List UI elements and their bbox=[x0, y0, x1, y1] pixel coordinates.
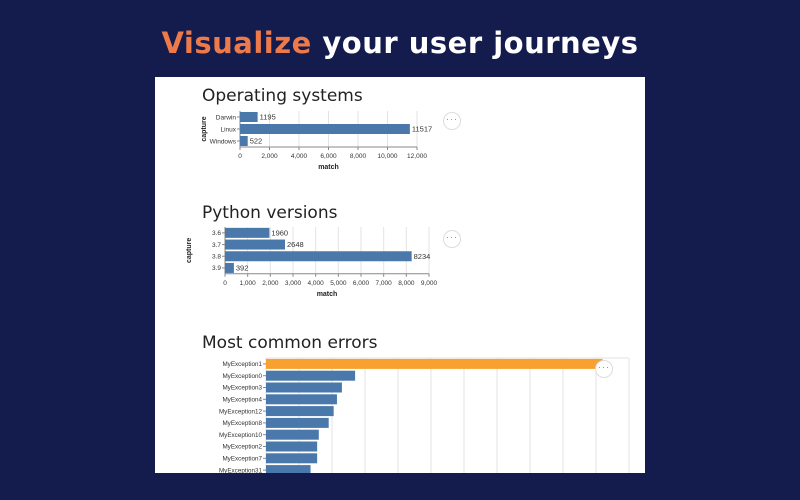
x-tick-label: 0 bbox=[238, 153, 242, 160]
data-label: 1960 bbox=[271, 228, 288, 237]
x-tick-label: 2,000 bbox=[262, 280, 279, 287]
data-label: 2648 bbox=[287, 240, 304, 249]
data-label: 522 bbox=[250, 137, 263, 146]
category-label: MyException4 bbox=[222, 397, 262, 404]
bar-myexception3 bbox=[266, 382, 342, 393]
x-tick-label: 5,000 bbox=[330, 280, 347, 287]
headline-rest: your user journeys bbox=[322, 26, 639, 60]
bar-darwin bbox=[240, 112, 258, 122]
x-tick-label: 0 bbox=[223, 280, 227, 287]
x-tick-label: 3,000 bbox=[285, 280, 302, 287]
category-label: MyException1 bbox=[222, 361, 262, 368]
bar-3-7 bbox=[225, 239, 286, 250]
data-label: 11517 bbox=[412, 125, 432, 134]
bar-myexception31 bbox=[266, 465, 311, 473]
x-axis-title: match bbox=[318, 164, 339, 171]
x-tick-label: 4,000 bbox=[291, 153, 308, 160]
x-tick-label: 12,000 bbox=[407, 153, 427, 160]
errors-section-title: Most common errors bbox=[202, 333, 378, 353]
x-tick-label: 6,000 bbox=[353, 280, 370, 287]
category-label: MyException12 bbox=[219, 408, 263, 415]
data-label: 392 bbox=[236, 264, 249, 273]
x-tick-label: 8,000 bbox=[398, 280, 415, 287]
category-label: MyException10 bbox=[219, 432, 263, 439]
bar-3-8 bbox=[225, 251, 412, 262]
category-label: MyException3 bbox=[222, 385, 262, 392]
errors-chart: MyException1 MyException0 MyException3 MyEx… bbox=[219, 357, 630, 473]
os-chart: Darwin 1195 Linux 11517 Windows 522 0 2,000 4,00… bbox=[201, 111, 432, 171]
category-label: 3.6 bbox=[212, 230, 221, 237]
x-tick-label: 4,000 bbox=[308, 280, 325, 287]
os-chart-more-button[interactable]: ··· bbox=[443, 112, 461, 130]
category-label: 3.7 bbox=[212, 242, 221, 249]
bar-myexception1 bbox=[266, 358, 603, 369]
x-tick-label: 6,000 bbox=[320, 153, 337, 160]
os-section-title: Operating systems bbox=[202, 86, 363, 106]
category-label: 3.9 bbox=[212, 265, 221, 272]
bar-myexception8 bbox=[266, 417, 329, 428]
bar-windows bbox=[240, 136, 248, 146]
category-label: Windows bbox=[210, 138, 237, 145]
x-tick-label: 10,000 bbox=[378, 153, 398, 160]
category-label: MyException0 bbox=[222, 373, 262, 380]
bar-linux bbox=[240, 124, 410, 134]
category-label: MyException2 bbox=[222, 444, 262, 451]
category-label: Darwin bbox=[216, 114, 237, 121]
bar-myexception12 bbox=[266, 406, 334, 417]
bar-myexception7 bbox=[266, 453, 318, 464]
bar-myexception0 bbox=[266, 370, 356, 381]
bar-3-6 bbox=[225, 227, 270, 238]
bar-myexception4 bbox=[266, 394, 337, 405]
x-tick-label: 8,000 bbox=[350, 153, 367, 160]
headline: Visualize your user journeys bbox=[0, 26, 800, 60]
x-tick-label: 2,000 bbox=[261, 153, 278, 160]
x-axis-title: match bbox=[317, 291, 338, 298]
data-label: 8234 bbox=[414, 252, 431, 261]
x-tick-label: 9,000 bbox=[421, 280, 438, 287]
category-label: MyException8 bbox=[222, 420, 262, 427]
x-tick-label: 1,000 bbox=[240, 280, 257, 287]
python-section-title: Python versions bbox=[202, 203, 338, 223]
python-chart-more-button[interactable]: ··· bbox=[443, 230, 461, 248]
errors-chart-more-button[interactable]: ··· bbox=[595, 360, 613, 378]
python-chart: 3.6 1960 3.7 2648 3.8 8234 3.9 392 0 1,000 2,000 3,… bbox=[186, 227, 438, 298]
category-label: Linux bbox=[220, 126, 236, 133]
report-panel[interactable]: Operating systems Darwin 1195 Linux 11517 Wi… bbox=[155, 77, 645, 473]
data-label: 1195 bbox=[260, 113, 276, 122]
y-axis-title: capture bbox=[186, 238, 193, 263]
bar-3-9 bbox=[225, 262, 234, 273]
y-axis-title: capture bbox=[201, 116, 208, 141]
category-label: MyException7 bbox=[222, 456, 262, 463]
bar-myexception2 bbox=[266, 441, 318, 452]
x-tick-label: 7,000 bbox=[376, 280, 393, 287]
category-label: 3.8 bbox=[212, 254, 221, 261]
category-label: MyException31 bbox=[219, 467, 263, 473]
bar-myexception10 bbox=[266, 429, 319, 440]
headline-accent: Visualize bbox=[161, 26, 312, 60]
